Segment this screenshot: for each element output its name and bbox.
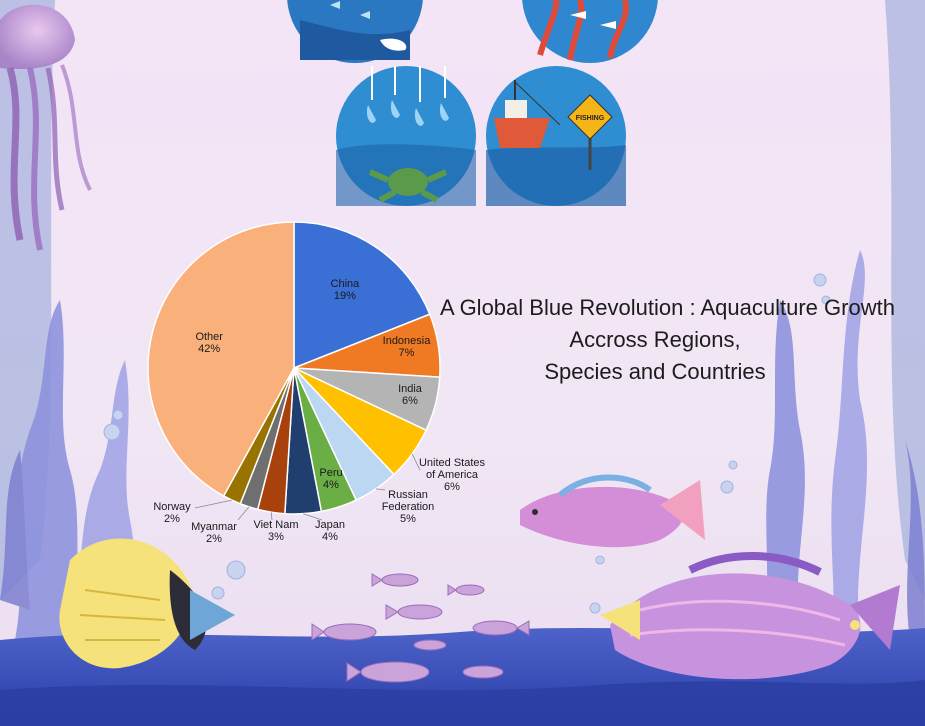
leader-line-norway [194, 499, 232, 509]
pie-slice-china [293, 221, 431, 370]
title-line-1: A Global Blue Revolution : Aquaculture G… [440, 295, 895, 320]
fishing-boat-circle-icon [486, 66, 626, 206]
big-fish-icon [600, 552, 900, 680]
hooked-fish-turtle-circle-icon [336, 66, 476, 206]
pie-label-norway: Norway 2% [153, 501, 191, 525]
pie-label-india: India 6% [398, 383, 423, 407]
title-line-2: Accross Regions, [569, 327, 741, 352]
leader-line-united-states-of-america [411, 453, 421, 471]
pie-slices [147, 221, 441, 515]
fish-school-circle-icon [287, 0, 423, 63]
coral-reef-circle-icon [522, 0, 658, 63]
purple-fish-icon [520, 474, 705, 548]
title-line-3: Species and Countries [544, 359, 766, 384]
leader-line-myanmar [237, 506, 250, 521]
leader-line-russian-federation [376, 488, 386, 491]
pie-labels: China 19% Indonesia 7% India 6% United States o… [153, 278, 485, 545]
pie-leader-lines [194, 453, 421, 521]
fish-school [311, 573, 530, 683]
leader-line-japan [303, 513, 323, 521]
pie-label-myanmar: Myanmar 2% [191, 521, 237, 545]
pie-label-indonesia: Indonesia 7% [383, 335, 432, 359]
pie-label-china: China 19% [331, 278, 361, 302]
bubbles [103, 273, 831, 614]
pie-label-viet-nam: Viet Nam 3% [253, 519, 298, 543]
pie-slice-other [147, 221, 295, 497]
pie-label-united-states-of-america: United States of America 6% [419, 457, 486, 493]
infographic-title: A Global Blue Revolution : Aquaculture G… [440, 292, 895, 388]
leader-line-viet-nam [270, 512, 273, 521]
jellyfish-icon [0, 4, 92, 251]
yellow-fish-icon [59, 538, 235, 669]
pie-label-peru: Peru 4% [319, 467, 342, 491]
pie-label-russian-federation: Russian Federation 5% [382, 489, 435, 525]
pie-label-japan: Japan 4% [315, 519, 345, 543]
pie-label-other: Other 42% [195, 331, 223, 355]
